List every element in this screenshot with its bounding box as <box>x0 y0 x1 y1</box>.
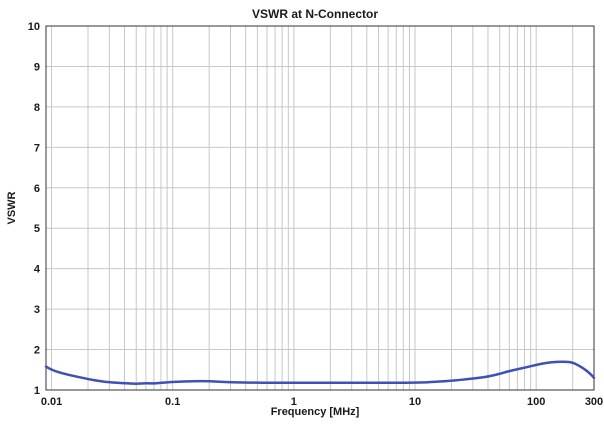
x-tick-label: 1 <box>291 396 297 408</box>
vswr-series-line <box>44 360 596 385</box>
y-tick-label: 8 <box>34 102 40 114</box>
y-tick-label: 6 <box>34 183 40 195</box>
x-tick-label: 300 <box>585 396 603 408</box>
grid <box>46 26 594 390</box>
y-tick-label: 5 <box>34 223 40 235</box>
x-axis-label: Frequency [MHz] <box>271 406 360 418</box>
y-axis-label: VSWR <box>6 191 18 224</box>
x-tick-label: 0.01 <box>41 396 62 408</box>
y-tick-label: 10 <box>28 21 40 33</box>
x-tick-label: 100 <box>527 396 545 408</box>
y-tick-label: 9 <box>34 61 40 73</box>
x-tick-label: 10 <box>409 396 421 408</box>
tick-labels: 0.01 0.1 1 10 100 300 1 2 3 4 5 6 7 8 9 10 <box>28 21 603 408</box>
plot-frame <box>45 25 595 391</box>
chart-title: VSWR at N-Connector <box>252 7 378 21</box>
y-tick-label: 7 <box>34 142 40 154</box>
y-tick-label: 3 <box>34 304 40 316</box>
y-tick-label: 1 <box>34 385 40 397</box>
x-tick-label: 0.1 <box>165 396 180 408</box>
series <box>44 360 596 385</box>
y-tick-label: 4 <box>34 264 41 276</box>
y-tick-label: 2 <box>34 345 40 357</box>
